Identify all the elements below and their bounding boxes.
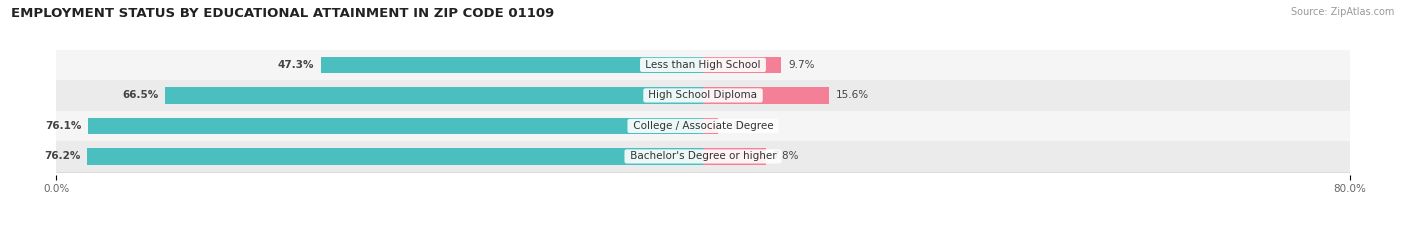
Bar — [321, 57, 703, 73]
Bar — [87, 117, 703, 134]
Bar — [56, 50, 1350, 80]
Text: 1.8%: 1.8% — [724, 121, 751, 131]
Bar — [703, 57, 782, 73]
Text: 76.1%: 76.1% — [45, 121, 82, 131]
Text: College / Associate Degree: College / Associate Degree — [630, 121, 776, 131]
Text: 47.3%: 47.3% — [277, 60, 314, 70]
Text: 66.5%: 66.5% — [122, 90, 159, 100]
Bar — [703, 148, 766, 165]
Text: 9.7%: 9.7% — [787, 60, 814, 70]
Bar — [56, 111, 1350, 141]
Bar — [56, 141, 1350, 172]
Text: High School Diploma: High School Diploma — [645, 90, 761, 100]
Text: Bachelor's Degree or higher: Bachelor's Degree or higher — [627, 151, 779, 161]
Text: 76.2%: 76.2% — [44, 151, 80, 161]
Text: Source: ZipAtlas.com: Source: ZipAtlas.com — [1291, 7, 1395, 17]
Bar — [703, 117, 717, 134]
Bar — [703, 87, 830, 104]
Bar — [56, 80, 1350, 111]
Bar — [166, 87, 703, 104]
Text: EMPLOYMENT STATUS BY EDUCATIONAL ATTAINMENT IN ZIP CODE 01109: EMPLOYMENT STATUS BY EDUCATIONAL ATTAINM… — [11, 7, 554, 20]
Text: Less than High School: Less than High School — [643, 60, 763, 70]
Text: 7.8%: 7.8% — [772, 151, 799, 161]
Text: 15.6%: 15.6% — [835, 90, 869, 100]
Bar — [87, 148, 703, 165]
